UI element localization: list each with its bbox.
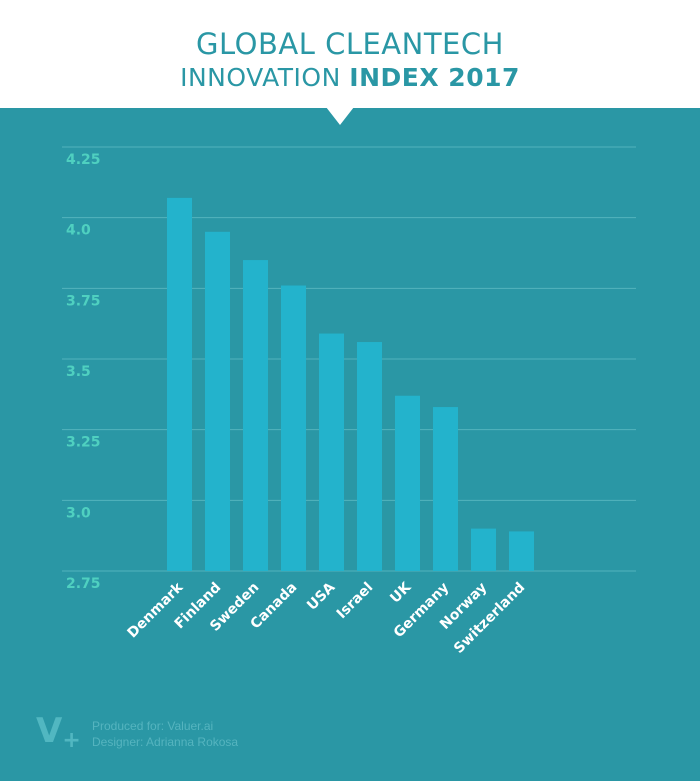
chart-title-line1: GLOBAL CLEANTECH <box>196 27 504 61</box>
bar-sweden <box>243 260 268 571</box>
produced-for-text: Produced for: Valuer.ai <box>92 719 214 733</box>
x-tick-label-uk: UK <box>387 579 415 607</box>
valuer-logo: V+ <box>36 711 81 753</box>
y-tick-label: 3.0 <box>66 505 91 521</box>
bar-finland <box>205 231 230 572</box>
y-tick-label: 4.0 <box>66 223 91 239</box>
y-tick-label: 3.25 <box>66 435 101 451</box>
x-tick-label-usa: USA <box>304 579 338 613</box>
x-tick-label-israel: Israel <box>334 580 377 623</box>
bar-denmark <box>167 197 192 571</box>
credits: Produced for: Valuer.ai Designer: Adrian… <box>92 718 238 750</box>
header-pointer <box>326 107 354 125</box>
chart-header: GLOBAL CLEANTECH INNOVATION INDEX 2017 <box>0 0 700 108</box>
grid-lines <box>62 146 636 572</box>
chart-title-bold: INDEX 2017 <box>349 63 520 92</box>
y-tick-label: 3.5 <box>66 364 91 380</box>
chart-title-line2: INNOVATION INDEX 2017 <box>0 63 700 92</box>
bar-canada <box>281 285 306 571</box>
x-tick-label-denmark: Denmark <box>125 579 187 641</box>
bar-usa <box>319 333 344 571</box>
y-tick-label: 3.75 <box>66 293 101 309</box>
chart-title-light: INNOVATION <box>180 63 350 92</box>
bar-uk <box>395 395 420 571</box>
bar-israel <box>357 342 382 571</box>
bar-norway <box>471 528 496 571</box>
designer-text: Designer: Adrianna Rokosa <box>92 735 239 749</box>
bars <box>167 197 534 572</box>
bar-germany <box>433 407 458 571</box>
y-tick-label: 4.25 <box>66 152 101 168</box>
y-tick-labels: 2.75 3.0 3.25 3.5 3.75 4.0 4.25 <box>66 152 101 592</box>
y-tick-label: 2.75 <box>66 576 101 592</box>
bar-switzerland <box>509 531 534 571</box>
